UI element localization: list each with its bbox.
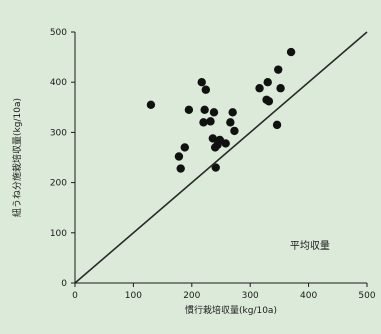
y-tick-label: 400 bbox=[50, 78, 67, 88]
data-point bbox=[276, 84, 284, 92]
data-point bbox=[198, 78, 206, 86]
y-axis-label: 紐うね分施栽培収量(kg/10a) bbox=[11, 98, 23, 217]
data-point bbox=[185, 106, 193, 114]
data-point bbox=[230, 127, 238, 135]
x-tick-label: 0 bbox=[72, 291, 78, 301]
data-point bbox=[181, 143, 189, 151]
y-tick-label: 0 bbox=[61, 279, 67, 289]
x-tick-label: 500 bbox=[358, 291, 375, 301]
y-tick-label: 100 bbox=[50, 229, 67, 239]
data-point bbox=[265, 97, 273, 105]
data-point bbox=[273, 121, 281, 129]
data-point bbox=[226, 118, 234, 126]
data-point bbox=[255, 84, 263, 92]
x-tick-label: 300 bbox=[242, 291, 259, 301]
data-point bbox=[206, 117, 214, 125]
data-point bbox=[177, 164, 185, 172]
y-tick-label: 300 bbox=[50, 128, 67, 138]
x-tick-label: 100 bbox=[125, 291, 142, 301]
data-point bbox=[200, 106, 208, 114]
y-tick-label: 200 bbox=[50, 179, 67, 189]
data-point bbox=[264, 78, 272, 86]
data-point bbox=[210, 108, 218, 116]
data-points bbox=[147, 48, 296, 173]
data-point bbox=[274, 65, 282, 73]
y-tick-label: 500 bbox=[50, 28, 67, 38]
x-tick-label: 400 bbox=[300, 291, 317, 301]
x-tick-label: 200 bbox=[183, 291, 200, 301]
data-point bbox=[221, 139, 229, 147]
data-point bbox=[228, 108, 236, 116]
data-point bbox=[175, 152, 183, 160]
chart-annotation: 平均収量 bbox=[290, 240, 330, 252]
data-point bbox=[287, 48, 295, 56]
x-axis-label: 慣行栽培収量(kg/10a) bbox=[185, 304, 277, 316]
data-point bbox=[147, 101, 155, 109]
data-point bbox=[202, 86, 210, 94]
